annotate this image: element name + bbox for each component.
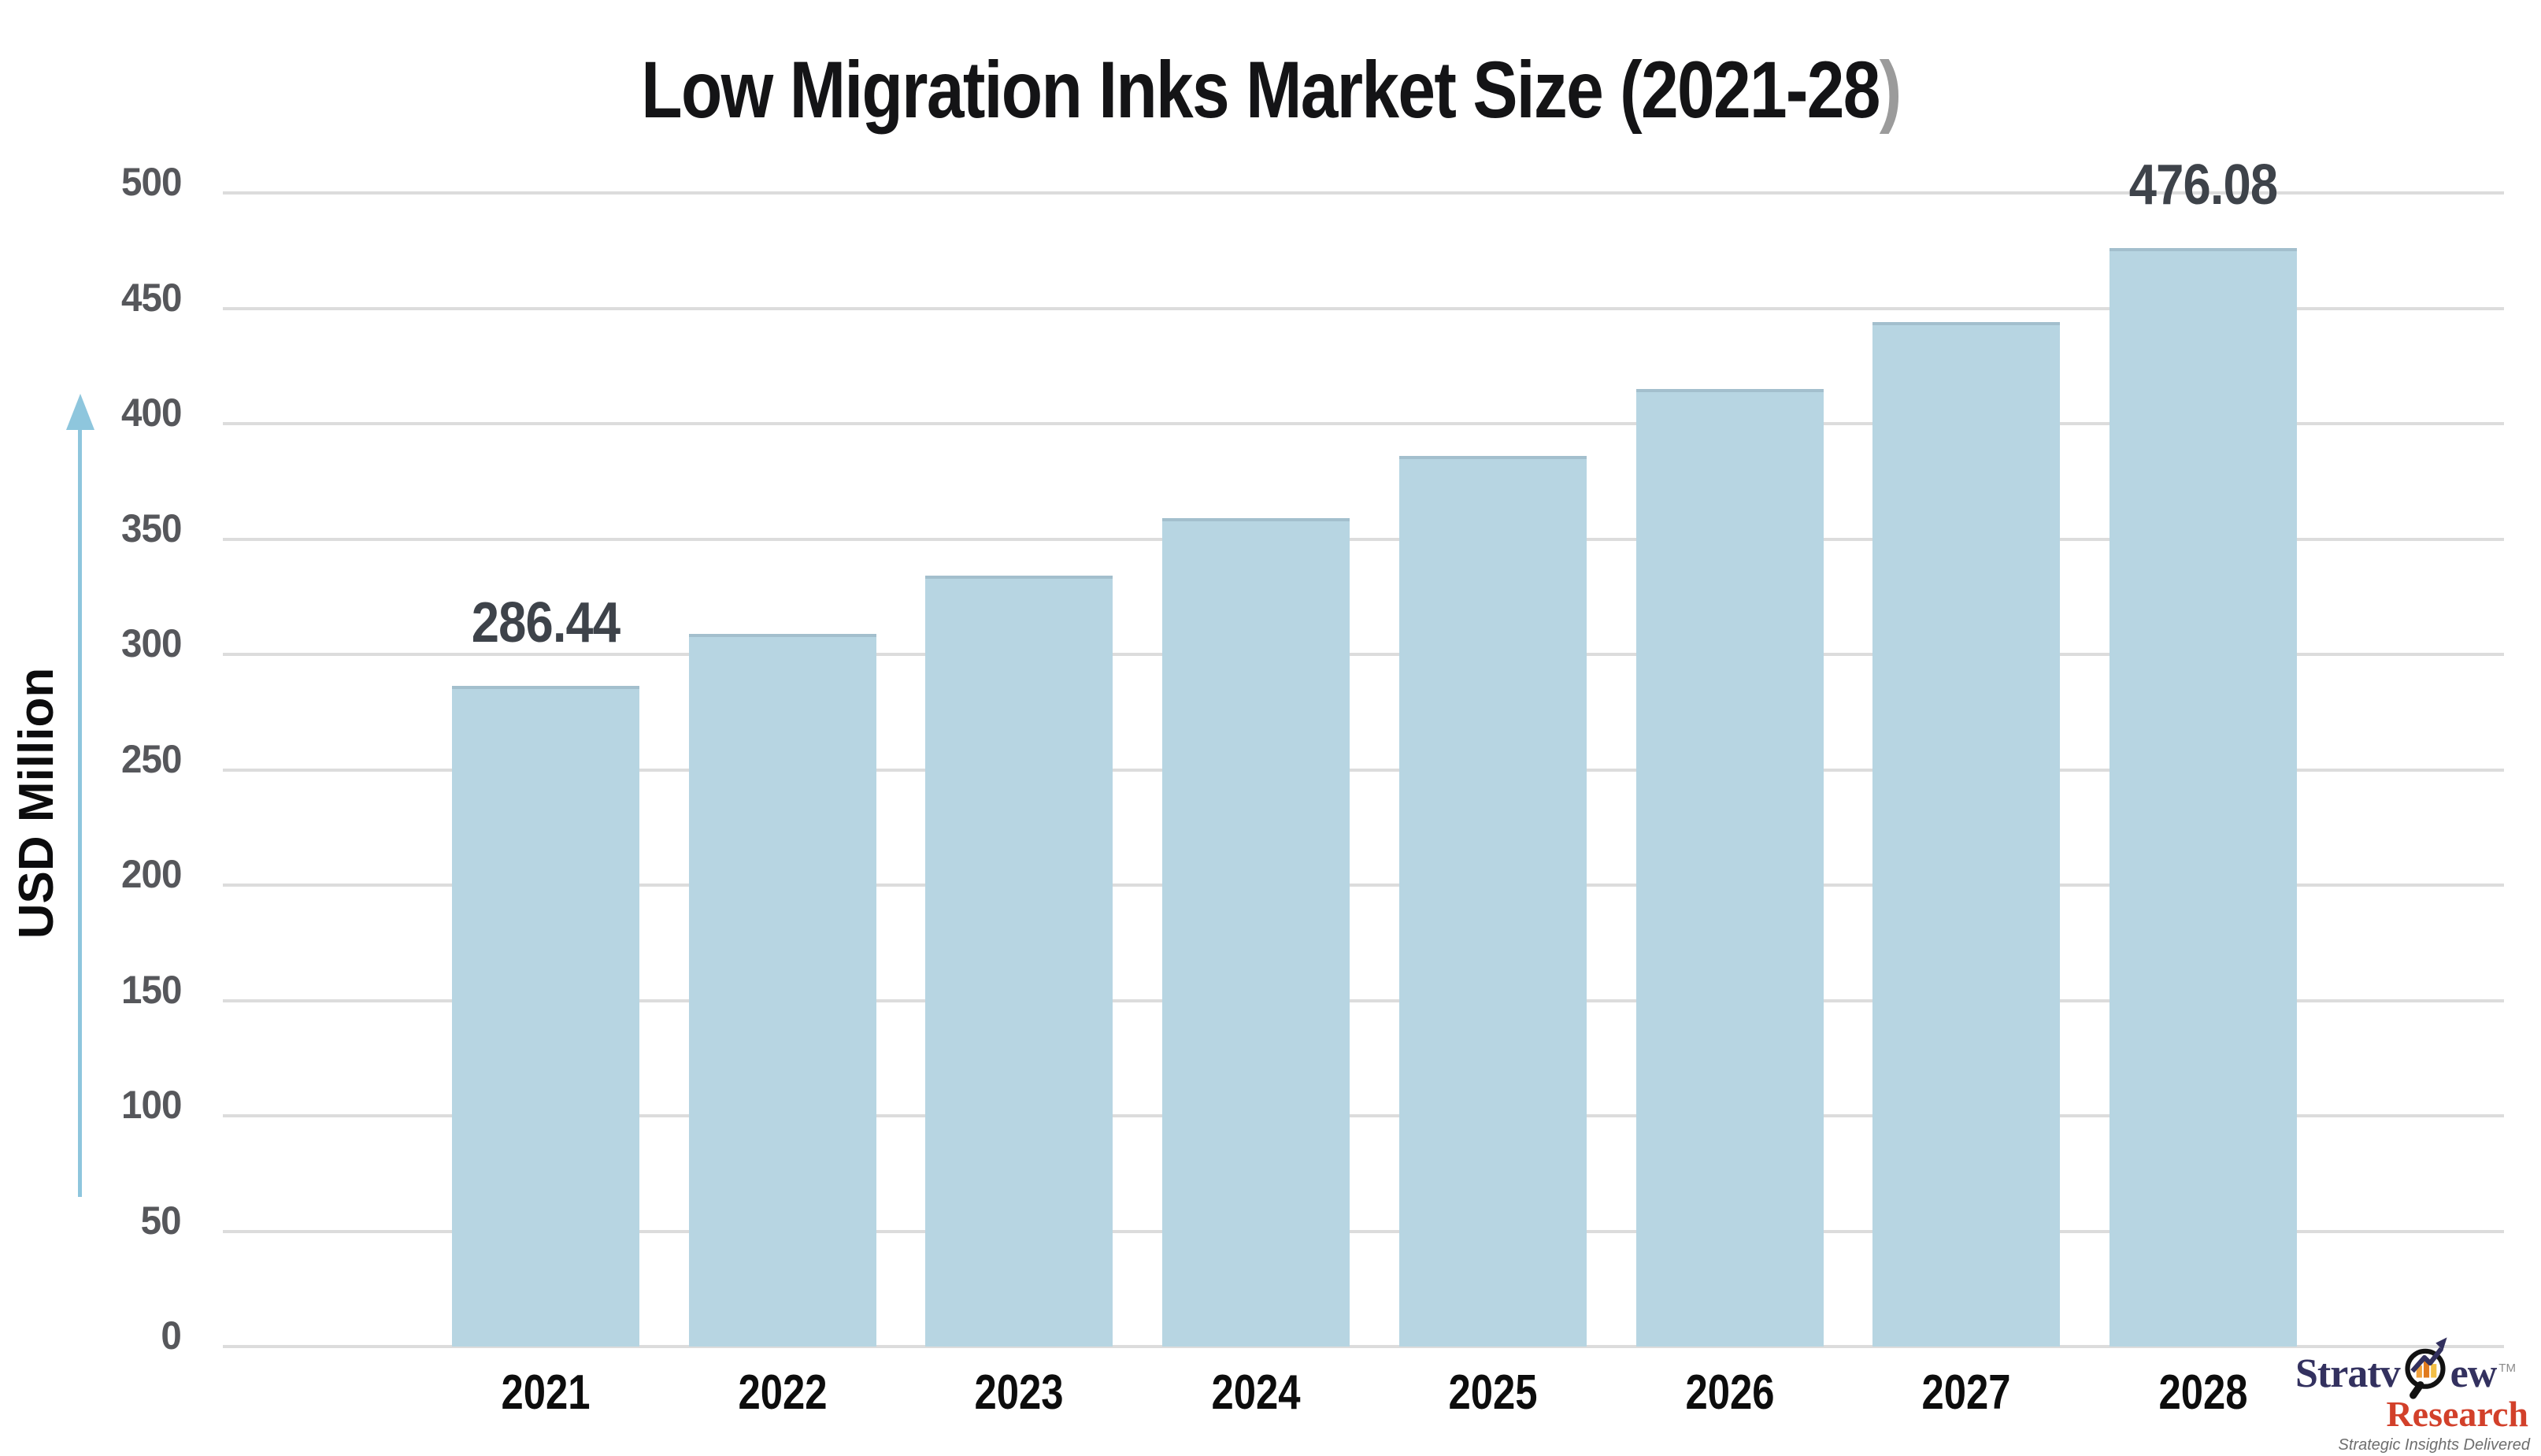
bar-2025 [1398,456,1587,1347]
logo-sub-brand: Research [2386,1394,2528,1434]
x-tick-label-2026: 2026 [1684,1365,1775,1420]
y-tick-label-450: 450 [120,275,182,320]
logo-trademark: TM [2498,1362,2516,1375]
value-label-2021: 286.44 [471,591,620,654]
x-tick-label-2022: 2022 [738,1365,828,1420]
x-tick-label-2021: 2021 [501,1365,591,1420]
gridline-400 [223,422,2504,425]
bar-2027 [1872,322,2061,1347]
y-tick-label-250: 250 [120,736,182,781]
bar-2021 [452,685,639,1347]
y-axis-tick-labels: 500 450 400 350 300 250 200 150 100 50 0 [0,161,205,1356]
logo-brand-right: ew [2450,1351,2498,1396]
gridline-150 [223,998,2504,1002]
value-label-2028: 476.08 [2128,154,2278,217]
y-tick-label-400: 400 [120,391,182,435]
bar-2022 [688,633,876,1347]
y-tick-label-300: 300 [120,621,182,665]
bar-2026 [1635,389,1824,1347]
gridline-450 [223,306,2504,310]
chart-title-paren: ) [1879,45,1902,135]
y-tick-label-500: 500 [120,160,182,204]
gridline-350 [223,537,2504,541]
chart-title-text: Low Migration Inks Market Size (2021-28 [640,45,1880,135]
y-tick-label-50: 50 [141,1198,182,1243]
y-axis-arrow-line [78,429,82,1197]
stratview-research-logo: Stratv ew TM Research Strategic Insights… [2295,1324,2532,1453]
x-tick-label-2028: 2028 [2158,1365,2248,1420]
gridline-100 [223,1114,2504,1117]
y-tick-label-100: 100 [120,1083,182,1127]
logo-tagline: Strategic Insights Delivered [2338,1436,2530,1454]
plot-area: 2021 2022 2023 2024 2025 2026 2027 2028 286.44 47… [223,157,2504,1417]
x-tick-label-2024: 2024 [1211,1365,1301,1420]
gridline-500 [223,191,2504,195]
bar-2028 [2109,248,2297,1347]
gridline-0 [223,1345,2504,1348]
logo-brand-row: Stratv ew TM [2295,1324,2532,1399]
x-tick-label-2025: 2025 [1448,1365,1538,1420]
gridline-300 [223,653,2504,656]
x-tick-label-2027: 2027 [1921,1365,2011,1420]
magnifier-chart-icon [2405,1337,2447,1399]
y-tick-label-0: 0 [161,1313,182,1358]
y-tick-label-200: 200 [120,852,182,896]
bar-2023 [925,576,1113,1347]
y-axis-arrow-icon [66,394,94,430]
x-tick-label-2023: 2023 [974,1365,1064,1420]
y-tick-label-150: 150 [120,967,182,1012]
gridline-200 [223,884,2504,887]
gridline-250 [223,768,2504,772]
logo-brand-left: Stratv [2295,1351,2401,1396]
y-tick-label-350: 350 [120,506,182,550]
chart-title: Low Migration Inks Market Size (2021-28) [0,46,2541,134]
bar-2024 [1162,518,1350,1347]
gridline-50 [223,1229,2504,1233]
